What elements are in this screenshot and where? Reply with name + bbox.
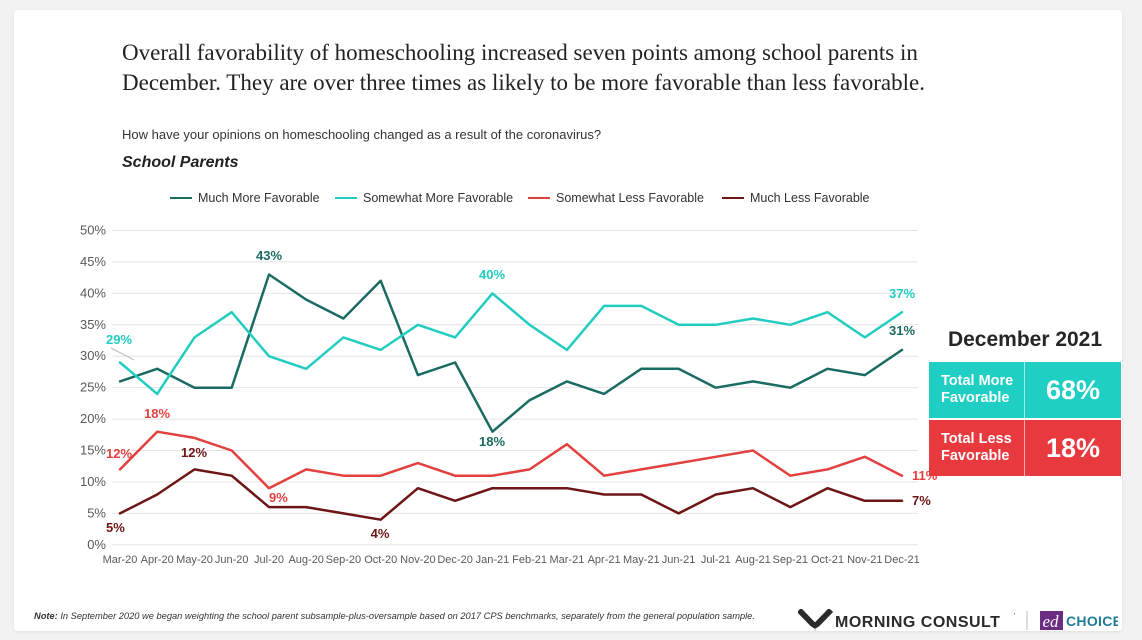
svg-text:12%: 12% <box>181 445 207 460</box>
svg-text:Jul-21: Jul-21 <box>701 554 731 566</box>
svg-text:Dec-20: Dec-20 <box>437 554 472 566</box>
svg-text:MORNING CONSULT: MORNING CONSULT <box>835 614 1000 631</box>
svg-text:Apr-20: Apr-20 <box>141 554 174 566</box>
svg-text:': ' <box>1014 613 1015 620</box>
svg-text:31%: 31% <box>889 323 915 338</box>
svg-text:Aug-21: Aug-21 <box>735 554 770 566</box>
svg-text:Nov-20: Nov-20 <box>400 554 435 566</box>
svg-text:Nov-21: Nov-21 <box>847 554 882 566</box>
svg-text:Feb-21: Feb-21 <box>512 554 547 566</box>
svg-text:5%: 5% <box>106 520 125 535</box>
svg-text:7%: 7% <box>912 493 931 508</box>
svg-text:4%: 4% <box>371 526 390 541</box>
svg-text:Aug-20: Aug-20 <box>288 554 323 566</box>
svg-text:May-20: May-20 <box>176 554 213 566</box>
svg-text:Jan-21: Jan-21 <box>476 554 510 566</box>
svg-text:18%: 18% <box>144 406 170 421</box>
svg-text:CHOICE: CHOICE <box>1066 613 1118 629</box>
svg-text:35%: 35% <box>80 317 106 332</box>
svg-text:40%: 40% <box>479 267 505 282</box>
svg-text:45%: 45% <box>80 254 106 269</box>
svg-text:18%: 18% <box>479 434 505 449</box>
svg-text:Mar-20: Mar-20 <box>103 554 138 566</box>
svg-text:Jun-20: Jun-20 <box>215 554 249 566</box>
svg-text:Oct-20: Oct-20 <box>364 554 397 566</box>
svg-text:Sep-21: Sep-21 <box>773 554 808 566</box>
svg-text:40%: 40% <box>80 285 106 300</box>
svg-text:Oct-21: Oct-21 <box>811 554 844 566</box>
svg-text:Jul-20: Jul-20 <box>254 554 284 566</box>
svg-text:0%: 0% <box>87 537 106 552</box>
svg-text:Dec-21: Dec-21 <box>884 554 919 566</box>
svg-text:29%: 29% <box>106 332 132 347</box>
svg-text:25%: 25% <box>80 380 106 395</box>
svg-text:9%: 9% <box>269 490 288 505</box>
svg-text:Sep-20: Sep-20 <box>326 554 361 566</box>
svg-text:50%: 50% <box>80 223 106 238</box>
svg-text:10%: 10% <box>80 474 106 489</box>
svg-text:ed: ed <box>1043 612 1060 631</box>
svg-text:May-21: May-21 <box>623 554 660 566</box>
svg-text:43%: 43% <box>256 248 282 263</box>
svg-text:30%: 30% <box>80 348 106 363</box>
svg-text:15%: 15% <box>80 443 106 458</box>
svg-text:12%: 12% <box>106 446 132 461</box>
svg-text:37%: 37% <box>889 286 915 301</box>
svg-text:20%: 20% <box>80 411 106 426</box>
svg-text:Jun-21: Jun-21 <box>662 554 696 566</box>
svg-text:Apr-21: Apr-21 <box>588 554 621 566</box>
svg-text:Mar-21: Mar-21 <box>549 554 584 566</box>
svg-text:5%: 5% <box>87 505 106 520</box>
